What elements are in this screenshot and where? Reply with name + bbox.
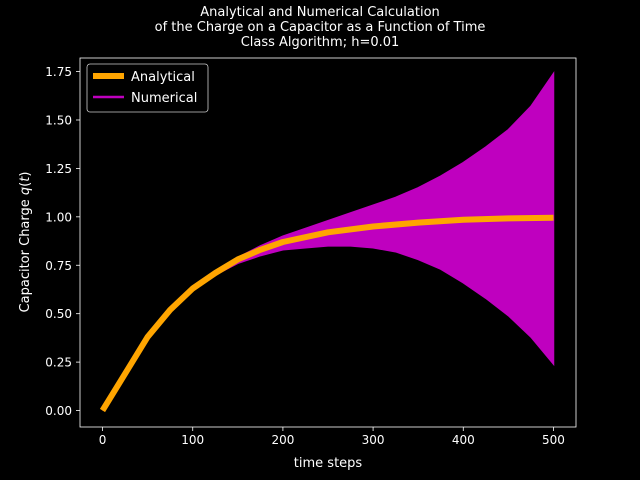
y-tick-label: 1.75 <box>45 65 72 79</box>
legend: Analytical Numerical <box>86 63 209 113</box>
x-tick-label: 0 <box>99 433 107 447</box>
axes-frame <box>79 57 577 428</box>
y-axis-label: Capacitor Charge q(t) <box>18 172 33 313</box>
chart-title: Analytical and Numerical Calculation of … <box>0 5 640 50</box>
y-tick-label: 0.00 <box>45 404 72 418</box>
y-tick-label: 0.50 <box>45 307 72 321</box>
x-tick-label: 100 <box>181 433 204 447</box>
legend-label-analytical: Analytical <box>131 70 195 85</box>
x-tick-label: 300 <box>362 433 385 447</box>
y-tick-label: 1.00 <box>45 210 72 224</box>
chart-title-line-3: Class Algorithm; h=0.01 <box>240 35 400 50</box>
x-axis-ticks: 0 100 200 300 400 500 <box>99 427 565 447</box>
x-tick-label: 200 <box>271 433 294 447</box>
legend-label-numerical: Numerical <box>131 91 197 106</box>
chart-title-line-1: Analytical and Numerical Calculation <box>200 5 440 20</box>
y-tick-label: 1.25 <box>45 162 72 176</box>
y-axis-ticks: 0.00 0.25 0.50 0.75 1.00 1.25 1.50 1.75 <box>45 65 80 418</box>
series-numerical-band <box>101 71 555 411</box>
y-tick-label: 0.25 <box>45 356 72 370</box>
plot-area <box>99 71 555 413</box>
x-axis-label: time steps <box>294 456 363 471</box>
chart-title-line-2: of the Charge on a Capacitor as a Functi… <box>154 20 486 35</box>
x-tick-label: 400 <box>452 433 475 447</box>
y-tick-label: 1.50 <box>45 113 72 127</box>
series-analytical-line <box>99 214 554 413</box>
x-tick-label: 500 <box>542 433 565 447</box>
y-tick-label: 0.75 <box>45 259 72 273</box>
